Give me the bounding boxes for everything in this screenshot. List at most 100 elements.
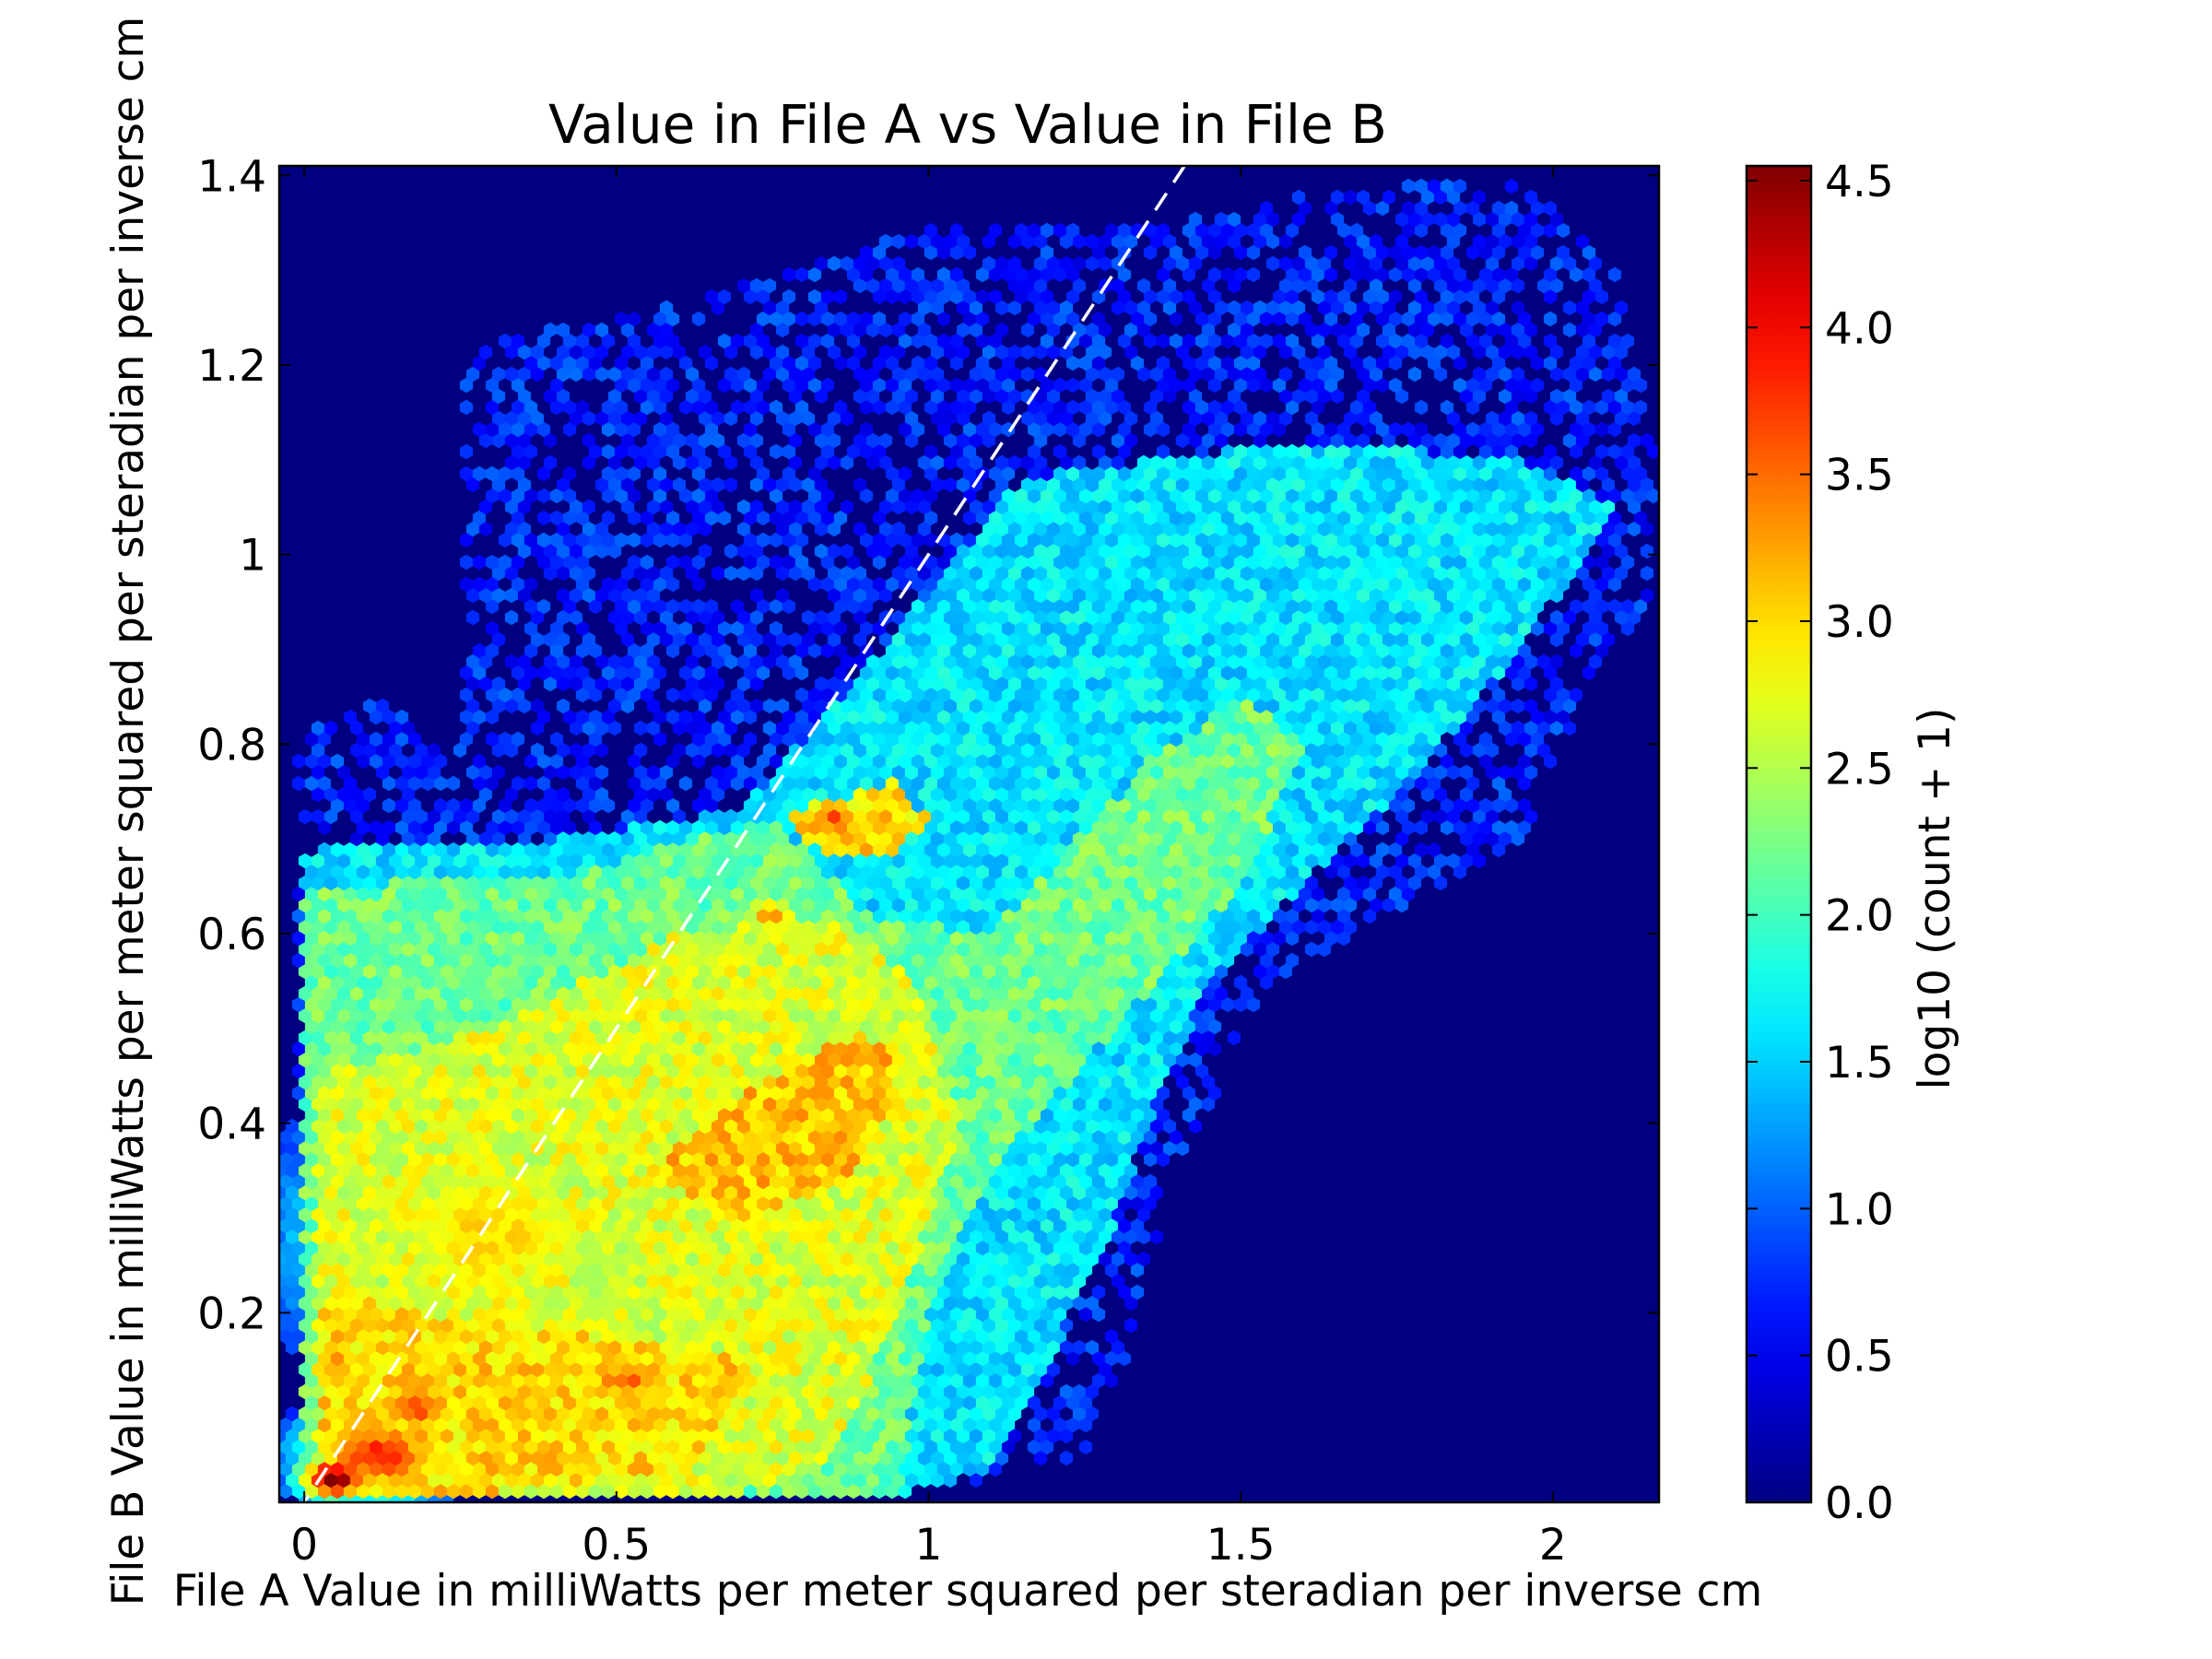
hex-cell bbox=[930, 1317, 945, 1334]
hex-cell bbox=[601, 1394, 616, 1411]
hex-cell bbox=[298, 1339, 312, 1356]
hex-cell bbox=[659, 1428, 674, 1444]
hex-cell bbox=[1059, 1295, 1074, 1312]
hex-cell bbox=[853, 1472, 867, 1488]
hex-cell bbox=[614, 1439, 629, 1455]
hex-cell bbox=[594, 1295, 609, 1312]
hex-cell bbox=[324, 1472, 338, 1488]
hex-cell bbox=[736, 1361, 751, 1378]
hex-cell bbox=[775, 1450, 790, 1466]
hex-cell bbox=[969, 1383, 983, 1400]
hex-cell bbox=[711, 1383, 725, 1400]
hex-cell bbox=[1040, 1439, 1054, 1455]
hex-cell bbox=[885, 1372, 900, 1389]
hex-cell bbox=[446, 1306, 461, 1323]
hex-cell bbox=[588, 1439, 603, 1455]
hex-cell bbox=[375, 1428, 390, 1444]
hex-cell bbox=[362, 1406, 377, 1422]
hex-cell bbox=[620, 1339, 635, 1356]
hex-cell bbox=[724, 1383, 738, 1400]
hex-cell bbox=[1046, 1428, 1061, 1444]
hex-cell bbox=[620, 1361, 635, 1378]
hex-cell bbox=[904, 1339, 919, 1356]
hex-cell bbox=[279, 1317, 287, 1334]
hex-cell bbox=[356, 1461, 371, 1477]
hex-cell bbox=[749, 1472, 764, 1488]
hex-cell bbox=[859, 1483, 874, 1500]
hex-cell bbox=[1027, 1372, 1041, 1389]
hex-cell bbox=[885, 1483, 900, 1500]
hex-cell bbox=[556, 1339, 571, 1356]
hex-cell bbox=[588, 1350, 603, 1367]
hex-cell bbox=[485, 1328, 500, 1345]
hex-cell bbox=[872, 1306, 887, 1323]
hex-cell bbox=[427, 1383, 441, 1400]
hex-cell bbox=[317, 1284, 332, 1300]
hex-cell bbox=[678, 1483, 693, 1500]
hex-cell bbox=[388, 1361, 403, 1378]
hex-cell bbox=[807, 1461, 822, 1477]
hex-cell bbox=[336, 1406, 351, 1422]
hex-cell bbox=[711, 1472, 725, 1488]
hex-cell bbox=[407, 1483, 422, 1500]
hex-cell bbox=[769, 1394, 783, 1411]
hex-cell bbox=[1020, 1339, 1035, 1356]
hex-cell bbox=[388, 1450, 403, 1466]
hex-cell bbox=[511, 1350, 525, 1367]
hex-cell bbox=[594, 1339, 609, 1356]
hex-cell bbox=[878, 1450, 893, 1466]
hex-cell bbox=[891, 1295, 906, 1312]
hex-cell bbox=[762, 1383, 777, 1400]
hex-cell bbox=[356, 1284, 371, 1300]
hex-cell bbox=[827, 1428, 841, 1444]
hex-cell bbox=[1001, 1372, 1016, 1389]
hex-cell bbox=[665, 1439, 680, 1455]
hex-cell bbox=[956, 1428, 971, 1444]
hex-cell bbox=[601, 1461, 616, 1477]
hex-cell bbox=[711, 1295, 725, 1312]
hex-cell bbox=[724, 1428, 738, 1444]
hex-cell bbox=[459, 1394, 474, 1411]
hex-cell bbox=[840, 1450, 854, 1466]
hex-cell bbox=[969, 1317, 983, 1334]
hex-cell bbox=[1098, 1361, 1112, 1378]
hex-cell bbox=[878, 1317, 893, 1334]
hex-cell bbox=[691, 1483, 706, 1500]
hex-cell bbox=[420, 1417, 435, 1433]
hex-cell bbox=[743, 1461, 758, 1477]
hex-cell bbox=[672, 1428, 687, 1444]
hex-cell bbox=[517, 1295, 532, 1312]
hex-cell bbox=[846, 1417, 861, 1433]
hex-cell bbox=[1091, 1372, 1106, 1389]
hex-cell bbox=[401, 1339, 416, 1356]
hex-cell bbox=[517, 1450, 532, 1466]
hex-cell bbox=[665, 1483, 680, 1500]
hex-cell bbox=[530, 1339, 545, 1356]
hex-cell bbox=[285, 1317, 300, 1334]
hex-cell bbox=[1027, 1417, 1041, 1433]
hex-cell bbox=[653, 1461, 667, 1477]
hex-cell bbox=[369, 1483, 383, 1500]
hex-cell bbox=[685, 1450, 700, 1466]
hex-cell bbox=[607, 1317, 622, 1334]
hex-cell bbox=[1014, 1372, 1029, 1389]
hex-cell bbox=[685, 1406, 700, 1422]
hex-cell bbox=[646, 1450, 661, 1466]
hex-cell bbox=[336, 1361, 351, 1378]
hex-cell bbox=[607, 1428, 622, 1444]
hex-cell bbox=[562, 1417, 577, 1433]
hex-cell bbox=[601, 1372, 616, 1389]
hex-cell bbox=[627, 1306, 641, 1323]
hex-cell bbox=[711, 1450, 725, 1466]
hex-cell bbox=[724, 1317, 738, 1334]
hex-cell bbox=[936, 1439, 951, 1455]
hex-cell bbox=[349, 1295, 364, 1312]
hex-cell bbox=[575, 1483, 590, 1500]
hex-cell bbox=[511, 1461, 525, 1477]
hex-cell bbox=[943, 1428, 958, 1444]
hex-cell bbox=[769, 1350, 783, 1367]
hex-cell bbox=[1065, 1417, 1080, 1433]
hex-cell bbox=[446, 1417, 461, 1433]
hex-cell bbox=[872, 1394, 887, 1411]
hex-cell bbox=[749, 1317, 764, 1334]
